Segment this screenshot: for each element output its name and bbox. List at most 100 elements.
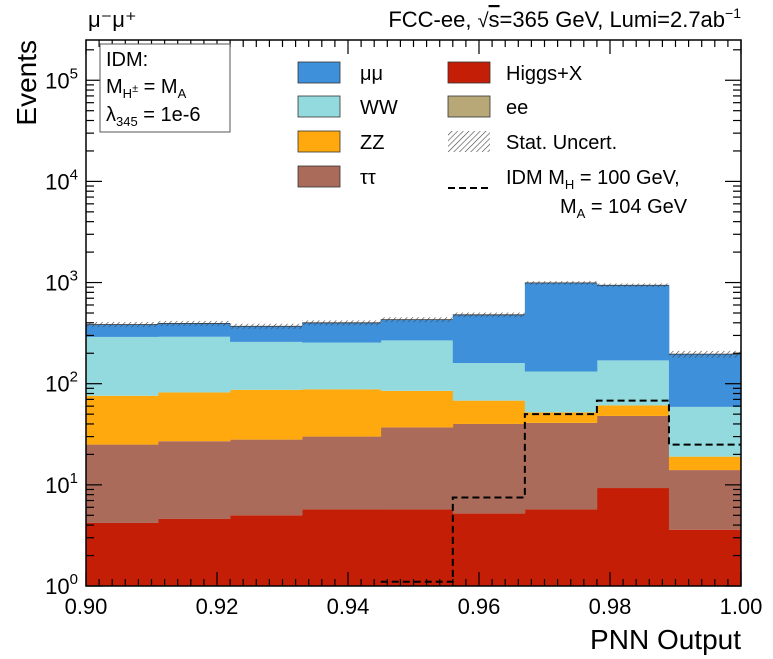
legend-item-mumu: μμ <box>297 61 383 85</box>
bar---bin-4 <box>380 319 454 341</box>
bar---bin-8 <box>668 470 741 530</box>
stat-uncert-bin-5 <box>452 312 525 318</box>
y-tick-label-4: 104 <box>45 166 78 194</box>
bar---bin-2 <box>230 326 303 342</box>
bar-zz-bin-8 <box>668 456 741 471</box>
y-tick-label-1: 101 <box>45 470 78 498</box>
bar-higgs-x-bin-4 <box>380 509 454 586</box>
x-tick-label-0.90: 0.90 <box>65 594 108 619</box>
bar---bin-3 <box>302 436 382 510</box>
bar-ww-bin-6 <box>524 371 598 413</box>
bar-ww-bin-0 <box>86 336 159 396</box>
svg-text:ZZ: ZZ <box>360 132 384 154</box>
x-tick-labels: 0.90 0.92 0.94 0.96 0.98 1.00 <box>65 594 763 619</box>
idm-label: IDM: <box>106 49 148 71</box>
y-tick-labels: 100 101 102 103 104 105 <box>45 65 78 599</box>
bar---bin-7 <box>596 285 670 361</box>
bar---bin-2 <box>230 439 303 516</box>
idm-parameter-box: IDM: MH± = MA λ345 = 1e-6 <box>99 43 231 133</box>
bar-higgs-x-bin-8 <box>668 529 741 586</box>
bar-zz-bin-5 <box>452 400 526 424</box>
y-tick-label-3: 103 <box>45 268 78 296</box>
bar-higgs-x-bin-3 <box>302 509 382 586</box>
legend-item-stat-uncert: Stat. Uncert. <box>448 131 617 154</box>
y-tick-label-0: 100 <box>45 571 78 599</box>
svg-text:ee: ee <box>506 97 528 119</box>
bar-ww-bin-1 <box>158 336 231 393</box>
stat-uncert-bin-6 <box>524 281 597 285</box>
stat-uncert-bin-2 <box>230 323 303 329</box>
idm-lambda: λ345 = 1e-6 <box>106 104 201 129</box>
bar---bin-6 <box>524 422 598 510</box>
idm-mass-relation: MH± = MA <box>106 76 187 101</box>
legend-item-ee: ee <box>447 95 528 119</box>
bar-higgs-x-bin-5 <box>452 513 526 586</box>
channel-title: μ⁻μ⁺ <box>88 7 137 32</box>
legend-item-zz: ZZ <box>297 130 384 154</box>
legend-item-higgs: Higgs+X <box>447 61 582 85</box>
bar-zz-bin-4 <box>380 390 454 428</box>
bar-zz-bin-2 <box>230 389 303 440</box>
stat-uncert-bin-1 <box>158 320 231 326</box>
y-tick-label-2: 102 <box>45 369 78 397</box>
plot-frame <box>85 39 742 587</box>
bar-higgs-x-bin-7 <box>596 488 670 586</box>
x-tick-label-0.96: 0.96 <box>458 594 501 619</box>
bar-ww-bin-8 <box>668 406 741 457</box>
bar-zz-bin-6 <box>524 412 598 423</box>
stat-uncert-bin-7 <box>596 283 669 288</box>
bar-zz-bin-0 <box>86 395 159 445</box>
y-tick-label-5: 105 <box>45 65 78 93</box>
bar-higgs-x-bin-0 <box>86 522 159 586</box>
svg-text:MA = 104 GeV: MA = 104 GeV <box>560 196 688 221</box>
bar---bin-4 <box>380 427 454 510</box>
stat-uncert-bin-0 <box>86 322 159 328</box>
bar---bin-6 <box>524 282 598 372</box>
bar---bin-3 <box>302 322 382 343</box>
bar-higgs-x-bin-6 <box>524 509 598 586</box>
legend-item-tautau: ττ <box>297 165 376 189</box>
x-axis-label: PNN Output <box>590 624 741 655</box>
x-tick-label-0.98: 0.98 <box>589 594 632 619</box>
bar---bin-1 <box>158 441 231 519</box>
svg-text:ττ: ττ <box>360 167 376 189</box>
bar-zz-bin-3 <box>302 389 382 437</box>
stat-uncert-bin-8 <box>668 350 741 358</box>
bar-ww-bin-7 <box>596 360 670 406</box>
bar-higgs-x-bin-2 <box>230 515 303 586</box>
bar-ww-bin-2 <box>230 341 303 390</box>
legend-item-ww: WW <box>297 95 398 119</box>
stat-uncertainty-bands <box>86 281 741 358</box>
svg-text:IDM MH = 100 GeV,: IDM MH = 100 GeV, <box>506 167 680 192</box>
bar-higgs-x-bin-1 <box>158 518 231 586</box>
stat-uncert-bin-3 <box>302 320 381 326</box>
bar---bin-0 <box>86 324 159 337</box>
bar-ww-bin-4 <box>380 340 454 391</box>
x-tick-label-1.00: 1.00 <box>720 594 763 619</box>
bar---bin-5 <box>452 423 526 514</box>
svg-text:μμ: μμ <box>360 63 383 85</box>
collider-title: FCC-ee, √s=365 GeV, Lumi=2.7ab−1 <box>388 5 741 32</box>
bar---bin-7 <box>596 415 670 489</box>
legend-item-idm-signal: IDM MH = 100 GeV, MA = 104 GeV <box>448 167 688 221</box>
bar-ww-bin-5 <box>452 363 526 401</box>
svg-text:Higgs+X: Higgs+X <box>506 63 582 85</box>
y-axis-label: Events <box>11 40 42 126</box>
x-tick-label-0.92: 0.92 <box>196 594 239 619</box>
bar-ww-bin-3 <box>302 342 382 390</box>
histogram-stack <box>86 282 741 586</box>
legend: μμ WW ZZ ττ Higgs+X ee Stat. Uncert. <box>297 61 688 221</box>
bar---bin-8 <box>668 354 741 407</box>
idm-signal-histogram <box>380 399 741 583</box>
stat-uncert-bin-4 <box>380 317 453 323</box>
idm-signal-line <box>380 399 741 583</box>
bar-zz-bin-1 <box>158 392 231 442</box>
bar---bin-5 <box>452 314 526 364</box>
svg-text:WW: WW <box>360 97 398 119</box>
svg-text:Stat. Uncert.: Stat. Uncert. <box>506 132 617 154</box>
x-tick-label-0.94: 0.94 <box>327 594 370 619</box>
bar-zz-bin-7 <box>596 405 670 416</box>
bar---bin-0 <box>86 444 159 523</box>
bar---bin-1 <box>158 323 231 337</box>
